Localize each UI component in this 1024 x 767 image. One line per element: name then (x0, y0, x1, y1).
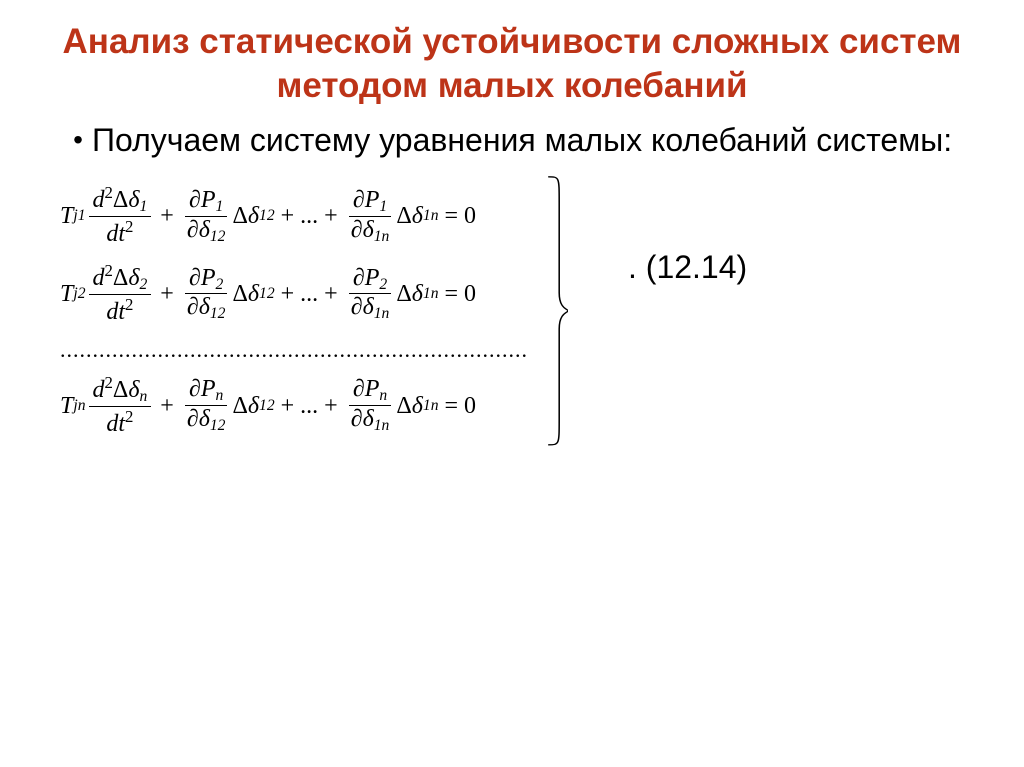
equation-line-1: Tj1 d2Δδ1 dt2 + ∂P1 ∂δ12 Δδ12 + ... + ∂P… (60, 183, 528, 249)
slide-title: Анализ статической устойчивости сложных … (60, 20, 964, 108)
equation-line-2: Tj2 d2Δδ2 dt2 + ∂P2 ∂δ12 Δδ12 + ... + ∂P… (60, 261, 528, 327)
equation-ellipsis-row: ........................................… (60, 339, 528, 361)
right-brace-icon (546, 171, 568, 451)
equation-row: Tj1 d2Δδ1 dt2 + ∂P1 ∂δ12 Δδ12 + ... + ∂P… (60, 171, 964, 451)
bullet-item: • Получаем систему уравнения малых колеб… (64, 120, 964, 162)
bullet-text: Получаем систему уравнения малых колебан… (92, 120, 964, 162)
equation-number: . (12.14) (628, 249, 747, 286)
bullet-marker-icon: • (64, 120, 92, 161)
equation-line-n: Tjn d2Δδn dt2 + ∂Pn ∂δ12 Δδ12 + ... + ∂P… (60, 373, 528, 439)
slide: Анализ статической устойчивости сложных … (0, 0, 1024, 767)
equation-system: Tj1 d2Δδ1 dt2 + ∂P1 ∂δ12 Δδ12 + ... + ∂P… (60, 171, 546, 451)
